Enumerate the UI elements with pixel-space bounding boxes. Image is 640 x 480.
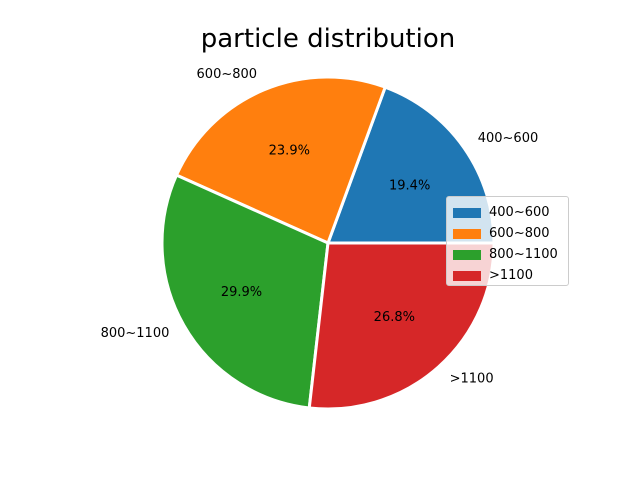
pie-slice-3 bbox=[160, 173, 330, 410]
category-label: 800~1100 bbox=[101, 326, 170, 341]
chart-title: particle distribution bbox=[200, 24, 456, 54]
legend-label: 400~600 bbox=[489, 205, 550, 220]
legend-item: 400~600 bbox=[453, 202, 568, 223]
legend-swatch bbox=[453, 228, 481, 239]
category-label: 400~600 bbox=[478, 131, 539, 146]
legend-label: 600~800 bbox=[489, 226, 550, 241]
legend-item: 800~1100 bbox=[453, 244, 568, 265]
legend-swatch bbox=[453, 270, 481, 281]
legend-label: >1100 bbox=[489, 268, 533, 283]
pie-slice-2 bbox=[174, 75, 387, 245]
pie-slices bbox=[160, 75, 496, 411]
legend-swatch bbox=[453, 207, 481, 218]
percent-label: 29.9% bbox=[221, 285, 262, 300]
percent-label: 23.9% bbox=[269, 144, 310, 159]
percent-label: 26.8% bbox=[374, 310, 415, 325]
legend-item: 600~800 bbox=[453, 223, 568, 244]
legend-item: >1100 bbox=[453, 265, 568, 286]
percent-label: 19.4% bbox=[389, 178, 430, 193]
legend-label: 800~1100 bbox=[489, 247, 558, 262]
category-label: 600~800 bbox=[197, 67, 258, 82]
legend-swatch bbox=[453, 249, 481, 260]
category-label: >1100 bbox=[450, 372, 494, 387]
category-labels: 400~600 600~800 800~1100 >1100 bbox=[101, 67, 539, 386]
chart-legend: 400~600 600~800 800~1100 >1100 bbox=[446, 196, 569, 286]
percent-labels: 19.4% 23.9% 29.9% 26.8% bbox=[221, 144, 430, 325]
